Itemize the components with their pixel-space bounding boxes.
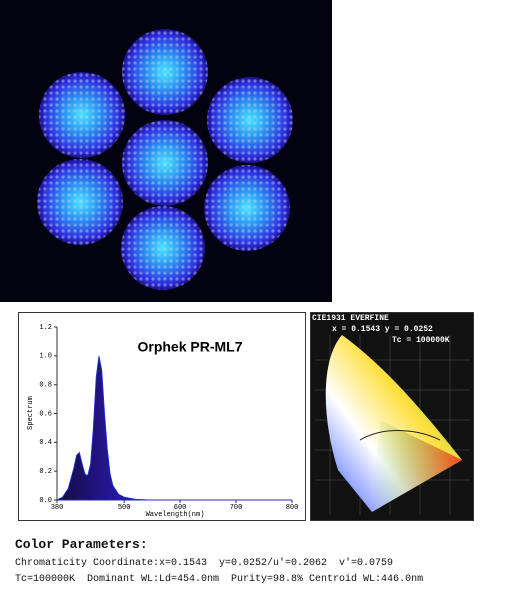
chart-title: Orphek PR-ML7 — [137, 339, 242, 355]
x-tick-label: 380 — [51, 504, 64, 512]
x-axis-label: Wavelength(nm) — [146, 511, 205, 519]
y-tick-label: 1.2 — [39, 324, 52, 332]
cie-tc: Tc = 100000K — [392, 336, 450, 345]
y-tick-label: 0.8 — [39, 382, 52, 390]
cie-title: CIE1931 EVERFINE — [312, 314, 389, 323]
params-heading: Color Parameters: — [15, 537, 148, 552]
params-line: Tc=100000K Dominant WL:Ld=454.0nm Purity… — [15, 574, 424, 585]
x-tick-label: 800 — [286, 504, 299, 512]
cie-coords: x = 0.1543 y = 0.0252 — [332, 325, 433, 334]
params-line: Chromaticity Coordinate:x=0.1543 y=0.025… — [15, 558, 394, 569]
y-tick-label: 0.6 — [39, 410, 52, 418]
led-cluster — [37, 29, 293, 290]
y-tick-label: 0.4 — [39, 439, 52, 447]
y-tick-label: 0.0 — [39, 497, 52, 505]
y-axis-label: Spectrum — [27, 396, 35, 430]
x-tick-label: 700 — [230, 504, 243, 512]
y-tick-label: 0.2 — [39, 468, 52, 476]
spectrum-frame — [18, 312, 306, 521]
planckian — [359, 430, 441, 441]
x-tick-label: 500 — [118, 504, 131, 512]
x-tick-label: 600 — [174, 504, 187, 512]
spectrum-area — [56, 355, 292, 501]
cie-red — [372, 420, 462, 512]
y-tick-label: 1.0 — [39, 353, 52, 361]
